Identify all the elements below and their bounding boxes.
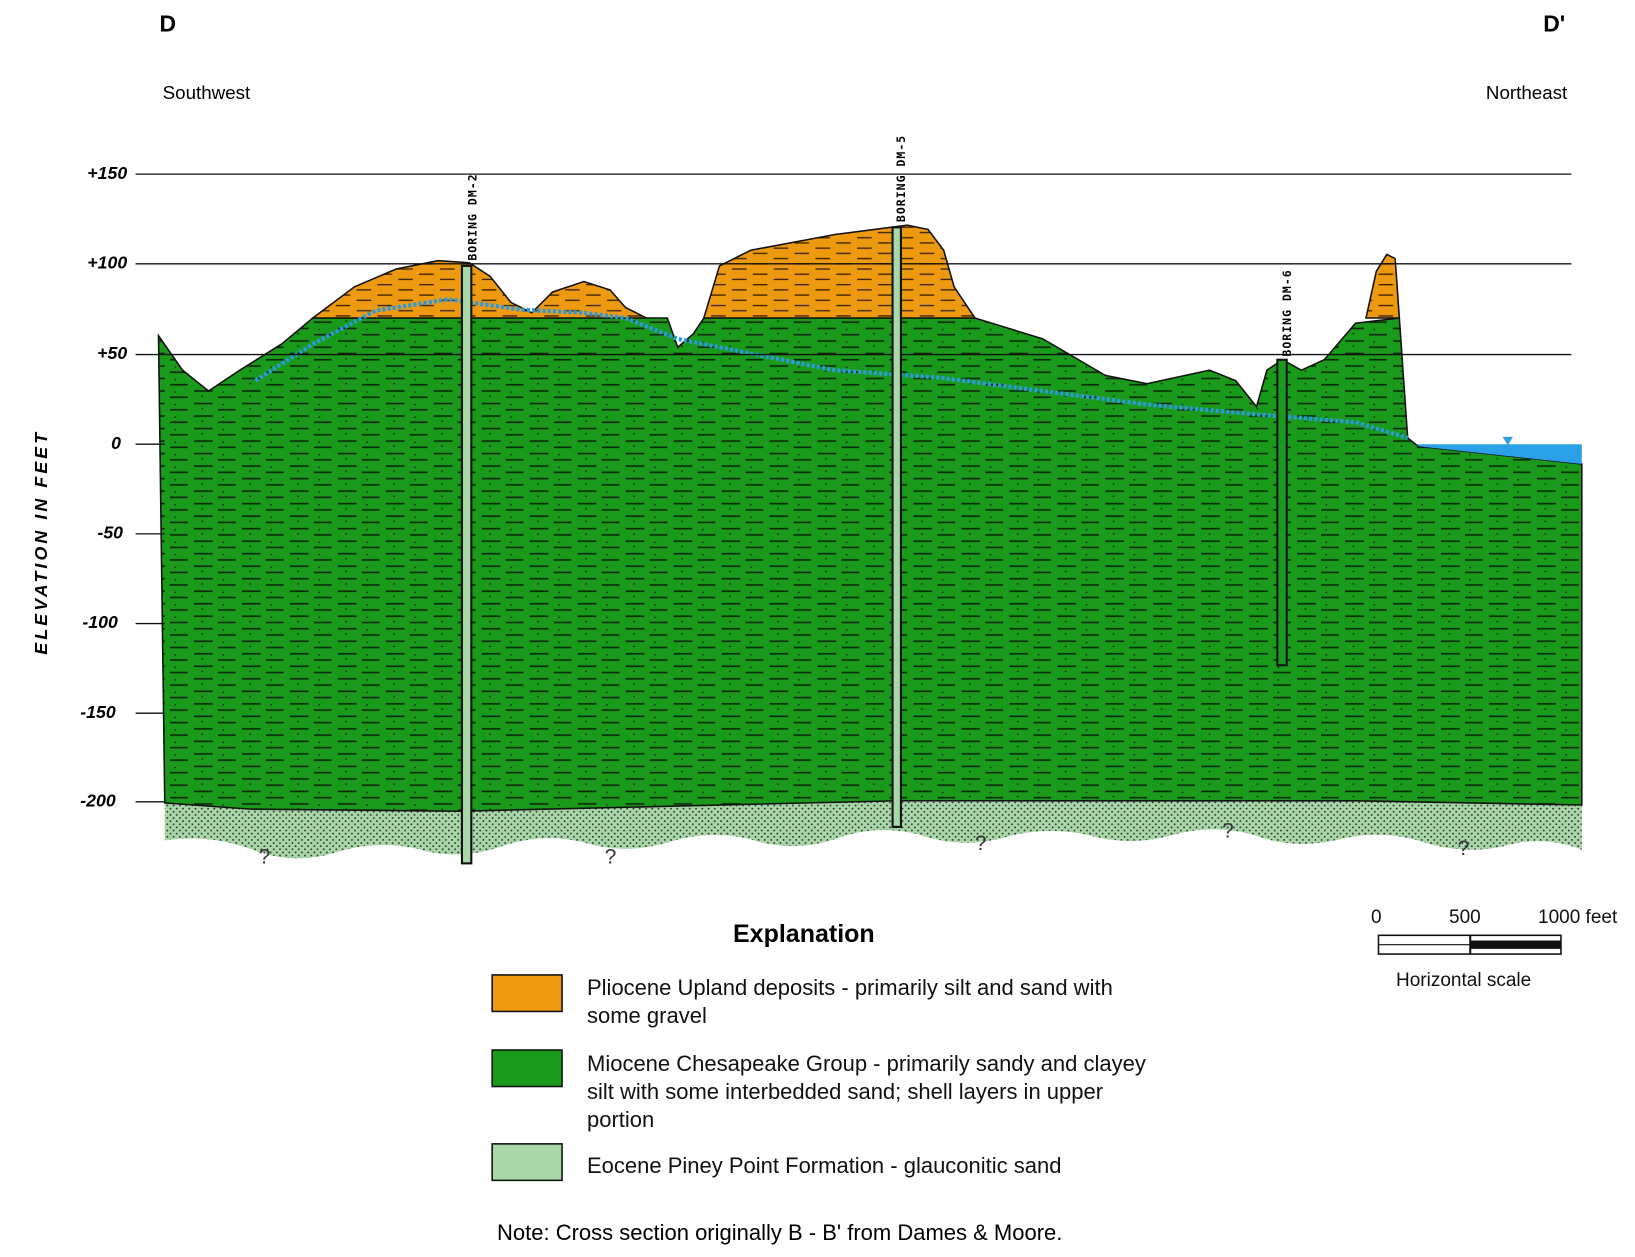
scale-label: 500 xyxy=(1449,907,1481,928)
note: Note: Cross section originally B - B' fr… xyxy=(497,1220,1063,1245)
tick-label: -50 xyxy=(97,523,123,543)
eocene-layer xyxy=(164,800,1582,859)
tick-label: +150 xyxy=(87,163,127,183)
section-end: D' xyxy=(1543,10,1565,36)
tick-label: -150 xyxy=(80,702,116,722)
legend-text: Pliocene Upland deposits - primarily sil… xyxy=(587,975,1113,1028)
direction: Southwest xyxy=(163,82,251,103)
unknown-mark: ? xyxy=(975,832,987,855)
scale-bar xyxy=(1470,940,1561,949)
pliocene-layer xyxy=(702,224,977,319)
elevation-lines xyxy=(135,173,1572,803)
tick-label: +50 xyxy=(97,343,127,363)
tick-label: 0 xyxy=(111,433,121,453)
water-body xyxy=(1418,444,1582,465)
section-end: D xyxy=(160,10,177,36)
scale-label: 0 xyxy=(1371,907,1382,928)
legend-swatch xyxy=(491,1049,563,1088)
legend-title: Explanation xyxy=(733,920,875,948)
pliocene-layer xyxy=(310,259,647,319)
pliocene-layer xyxy=(1364,253,1401,319)
boring xyxy=(1276,358,1288,667)
scale-caption: Horizontal scale xyxy=(1396,970,1532,991)
unknown-mark: ? xyxy=(1222,819,1234,842)
tick-label: -200 xyxy=(80,791,116,811)
boring-label: BORING DM-6 xyxy=(1280,269,1294,356)
boring xyxy=(891,226,902,828)
boring xyxy=(460,264,473,865)
scale-label: 1000 feet xyxy=(1538,907,1618,928)
legend-text: Miocene Chesapeake Group - primarily san… xyxy=(587,1051,1146,1132)
water-marker xyxy=(1502,436,1513,446)
unknown-mark: ? xyxy=(605,845,617,868)
boring-label: BORING DM-5 xyxy=(894,135,908,222)
direction: Northeast xyxy=(1486,82,1568,103)
axis-label: ELEVATION IN FEET xyxy=(31,430,51,655)
tick-label: +100 xyxy=(87,252,127,272)
legend-text: Eocene Piney Point Formation - glauconit… xyxy=(587,1153,1062,1178)
legend-swatch xyxy=(491,1143,563,1182)
unknown-mark: ? xyxy=(259,845,271,868)
boring-label: BORING DM-2 xyxy=(466,173,480,260)
unknown-mark: ? xyxy=(1458,837,1470,860)
tick-label: -100 xyxy=(82,612,118,632)
legend-swatch xyxy=(491,974,563,1013)
miocene-layer xyxy=(157,317,1583,813)
